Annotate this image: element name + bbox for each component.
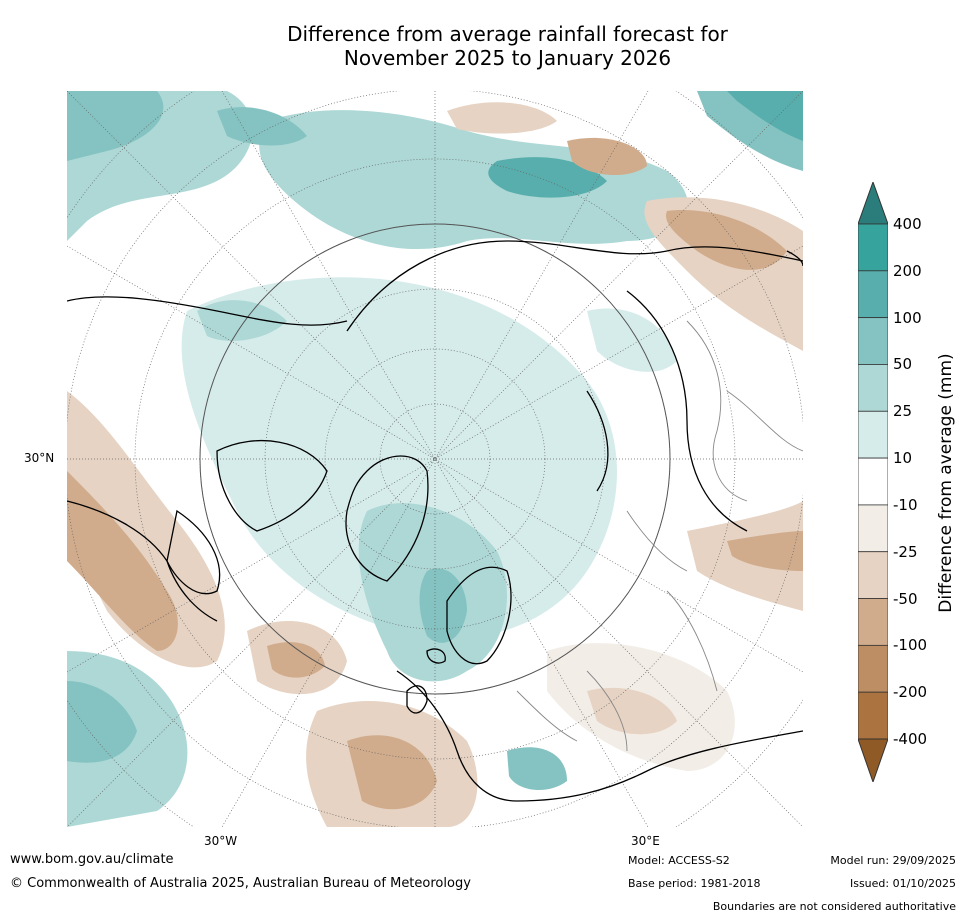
base-period-text: Base period: 1981-2018 <box>628 877 761 890</box>
colorbar-tick-label: 400 <box>893 215 922 233</box>
colorbar-bin <box>858 644 888 693</box>
anomaly-shading <box>67 91 803 827</box>
colorbar-tick-label: -25 <box>893 542 918 561</box>
map-canvas <box>67 91 803 827</box>
lat-label-30n: 30°N <box>24 451 55 465</box>
colorbar-bin <box>858 270 888 319</box>
website-link[interactable]: www.bom.gov.au/climate <box>10 852 174 867</box>
colorbar-bin <box>858 457 888 506</box>
colorbar-bins <box>858 223 888 740</box>
colorbar-tick-label: -400 <box>893 730 928 748</box>
colorbar-tick-label: -10 <box>893 495 918 514</box>
country-borders <box>516 320 803 752</box>
rainfall-anomaly-map <box>67 91 803 827</box>
colorbar-tick-label: -100 <box>893 636 928 655</box>
colorbar-bin <box>858 598 888 646</box>
colorbar-bin <box>858 364 888 412</box>
colorbar-bin <box>858 223 888 272</box>
colorbar-tick-label: 100 <box>893 308 922 327</box>
colorbar-bin <box>858 691 888 740</box>
map-title: Difference from average rainfall forecas… <box>200 22 815 70</box>
disclaimer-text: Boundaries are not considered authoritat… <box>712 900 956 913</box>
title-line-2: November 2025 to January 2026 <box>343 46 672 70</box>
colorbar-title: Difference from average (mm) <box>936 353 956 613</box>
copyright-text: © Commonwealth of Australia 2025, Austra… <box>10 876 471 891</box>
colorbar-tick-label: 50 <box>893 355 913 374</box>
colorbar-tick-label: 25 <box>893 402 913 421</box>
model-text: Model: ACCESS-S2 <box>628 854 730 867</box>
colorbar-bin <box>858 551 888 599</box>
latitude-circle-30n <box>199 223 671 695</box>
colorbar-tick-label: -50 <box>893 589 918 608</box>
colorbar <box>858 182 888 782</box>
colorbar-tick-label: 200 <box>893 261 922 280</box>
coastlines <box>67 240 803 802</box>
colorbar-bin <box>858 410 888 459</box>
lon-label-30w: 30°W <box>204 834 238 848</box>
issued-text: Issued: 01/10/2025 <box>849 877 956 890</box>
colorbar-extend-bottom <box>858 738 888 782</box>
colorbar-bin <box>858 317 888 365</box>
model-run-text: Model run: 29/09/2025 <box>830 854 956 867</box>
lon-label-30e: 30°E <box>631 834 660 848</box>
title-line-1: Difference from average rainfall forecas… <box>287 22 728 46</box>
colorbar-bin <box>858 504 888 553</box>
colorbar-tick-label: 10 <box>893 449 913 468</box>
colorbar-extend-top <box>858 182 888 225</box>
colorbar-tick-label: -200 <box>893 683 928 702</box>
